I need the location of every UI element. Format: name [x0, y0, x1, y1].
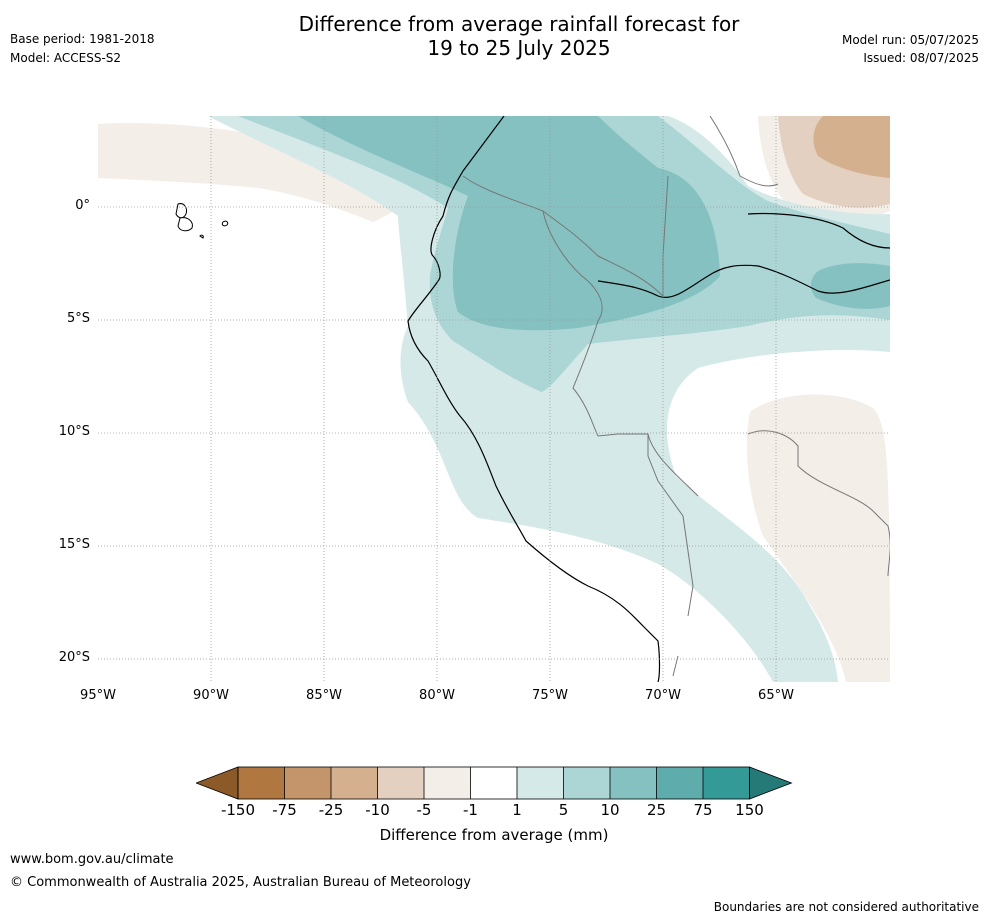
lat-label-10s: 10°S: [58, 424, 90, 439]
colorbar-tick-label: 10: [600, 801, 620, 819]
footer-disclaimer: Boundaries are not considered authoritat…: [713, 900, 979, 914]
wetter-area-10mm-east: [810, 263, 890, 309]
colorbar-tick-label: 25: [646, 801, 667, 819]
colorbar-tick-label: 1: [512, 801, 522, 819]
lat-label-15s: 15°S: [58, 537, 90, 552]
colorbar-segment: [563, 767, 610, 799]
footer-copyright: © Commonwealth of Australia 2025, Austra…: [10, 875, 471, 890]
lon-label-95w: 95°W: [80, 688, 116, 703]
colorbar-segment: [424, 767, 471, 799]
country-borders: [462, 116, 890, 677]
colorbar-segment: [517, 767, 564, 799]
title-line-2: 19 to 25 July 2025: [427, 36, 611, 60]
graticule: [98, 116, 890, 682]
colorbar-extend-low: [196, 766, 239, 800]
base-period: Base period: 1981-2018: [10, 32, 155, 46]
colorbar-title: Difference from average (mm): [379, 826, 609, 844]
colorbar-segment: [703, 767, 750, 799]
lon-label-80w: 80°W: [419, 688, 455, 703]
colorbar-segment: [238, 767, 285, 799]
model-name: Model: ACCESS-S2: [10, 51, 122, 65]
lat-label-5s: 5°S: [66, 311, 90, 326]
drier-area-north-inner: [813, 116, 890, 178]
drier-area-pacific: [98, 122, 428, 222]
drier-area-southeast: [746, 394, 890, 682]
lon-label-90w: 90°W: [193, 688, 229, 703]
map-title: Difference from average rainfall forecas…: [194, 12, 844, 60]
wetter-area-10mm: [298, 116, 720, 331]
galapagos-islands: [175, 203, 229, 239]
colorbar-tick-label: -10: [365, 801, 390, 819]
issued-date: Issued: 08/07/2025: [863, 51, 979, 65]
colorbar-tick-label: -5: [416, 801, 432, 819]
title-line-1: Difference from average rainfall forecas…: [298, 12, 740, 36]
footer-url: www.bom.gov.au/climate: [10, 852, 174, 867]
colorbar-segment: [284, 767, 331, 799]
amazon-river: [597, 212, 890, 298]
colorbar-segment: [470, 767, 517, 799]
rainfall-map: [98, 116, 890, 682]
lon-label-85w: 85°W: [306, 688, 342, 703]
colorbar-tick-label: -1: [463, 801, 478, 819]
lat-label-0: 0°: [75, 198, 90, 213]
lat-label-20s: 20°S: [58, 650, 90, 665]
colorbar-extend-high: [749, 766, 793, 800]
colorbar-tick-label: -150: [220, 801, 256, 819]
lon-label-70w: 70°W: [645, 688, 681, 703]
colorbar-tick-label: 5: [558, 801, 569, 819]
colorbar-segment: [610, 767, 657, 799]
model-run: Model run: 05/07/2025: [841, 33, 979, 47]
colorbar-tick-label: -25: [318, 801, 344, 819]
coastline: [407, 116, 661, 682]
colorbar-segment: [331, 767, 378, 799]
colorbar-ticks: -150 -75 -25 -10 -5 -1 1 5 10 25 75 150: [0, 801, 988, 821]
lon-label-75w: 75°W: [532, 688, 568, 703]
colorbar-tick-label: 150: [735, 801, 764, 819]
colorbar-tick-label: 75: [693, 801, 713, 819]
colorbar-segment: [377, 767, 424, 799]
colorbar-segment: [656, 767, 703, 799]
lon-label-65w: 65°W: [758, 688, 794, 703]
colorbar-tick-label: -75: [272, 801, 297, 819]
colorbar: [196, 766, 793, 800]
